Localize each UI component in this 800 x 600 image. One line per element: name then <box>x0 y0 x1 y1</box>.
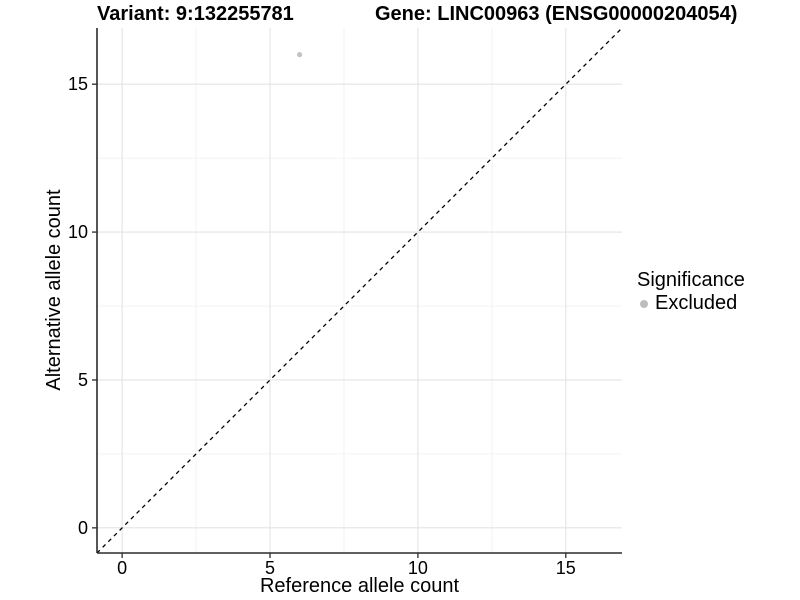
y-tick-label: 0 <box>78 518 88 538</box>
y-tick-label: 5 <box>78 370 88 390</box>
data-point <box>297 52 303 58</box>
y-tick-label: 10 <box>68 222 88 242</box>
x-tick-label: 5 <box>265 558 275 578</box>
legend: Significance Excluded <box>637 269 745 314</box>
legend-item: Excluded <box>637 293 745 314</box>
x-axis-title: Reference allele count <box>259 575 459 597</box>
y-tick-label: 15 <box>68 74 88 94</box>
legend-marker-dot <box>640 299 648 308</box>
x-tick-label: 15 <box>556 558 576 578</box>
legend-items: Excluded <box>637 293 745 314</box>
legend-item-label: Excluded <box>655 292 738 314</box>
y-axis-title: Alternative allele count <box>43 189 65 391</box>
chart-title-gene: Gene: LINC00963 (ENSG00000204054) <box>375 3 738 25</box>
legend-title: Significance <box>637 269 745 291</box>
chart-title-variant: Variant: 9:132255781 <box>97 3 294 25</box>
identity-reference-line <box>96 27 623 554</box>
x-tick-label: 10 <box>408 558 428 578</box>
x-tick-label: 0 <box>117 558 127 578</box>
